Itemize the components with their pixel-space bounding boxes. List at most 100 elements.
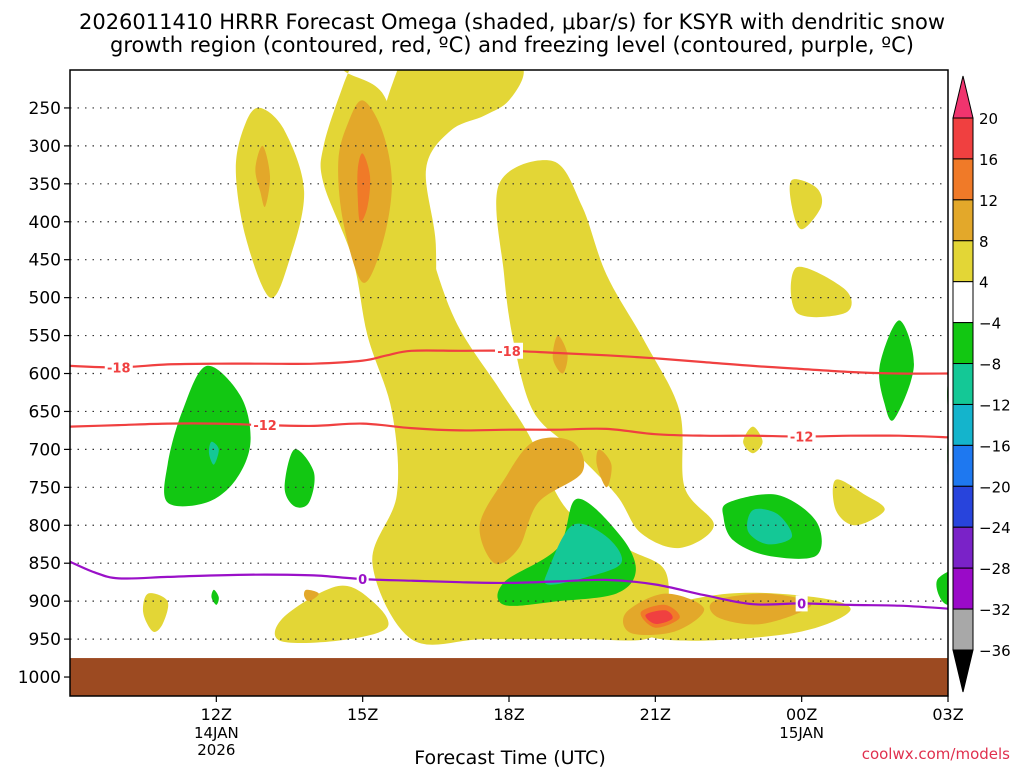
y-tick-label: 950: [29, 630, 61, 650]
x-tick-label: 03Z: [932, 705, 963, 724]
omega-region-5: [143, 593, 169, 632]
contour-line-0: [70, 560, 948, 611]
y-tick-label: 500: [29, 289, 61, 309]
omega-region-3: [235, 107, 305, 299]
y-tick-label: 450: [29, 251, 61, 271]
colorbar-label: −20: [979, 478, 1011, 496]
y-tick-label: 400: [29, 213, 61, 233]
omega-region-27: [879, 320, 914, 421]
omega-region-14: [552, 335, 568, 374]
omega-region-32: [208, 441, 219, 465]
colorbar-swatch: [952, 199, 974, 242]
plot-area: -18 -18 -12 -12 0 0: [70, 70, 948, 696]
omega-region-12: [255, 145, 271, 207]
contour-label--18: -18: [107, 361, 131, 376]
y-tick-label: 1000: [18, 668, 61, 688]
contour-label-bg: [787, 428, 816, 445]
omega-region-15: [596, 449, 612, 488]
y-tick-label: 800: [29, 516, 61, 536]
omega-region-31: [747, 508, 793, 545]
omega-region-30: [544, 523, 623, 585]
colorbar-swatch: [952, 322, 974, 365]
contour-line--12: [70, 422, 948, 439]
contour-label-bg: [495, 342, 523, 359]
contour-label-bg: [251, 417, 280, 434]
y-tick-label: 900: [29, 592, 61, 612]
y-tick-label: 850: [29, 554, 61, 574]
contour-label-bg: [795, 595, 808, 612]
x-tick-label: 00Z: [786, 705, 817, 724]
x-tick-year: 2026: [197, 741, 235, 759]
omega-region-10: [743, 426, 763, 454]
omega-region-21: [645, 610, 673, 624]
y-tick-label: 550: [29, 327, 61, 347]
contour-label-0: 0: [358, 573, 367, 588]
contour-label-bg: [356, 571, 369, 588]
x-tick-label: 21Z: [640, 705, 671, 724]
chart-title-line-1: 2026011410 HRRR Forecast Omega (shaded, …: [79, 10, 945, 34]
colorbar-label: −28: [979, 560, 1011, 578]
colorbar-label: 8: [979, 233, 989, 251]
contour-label--12: -12: [253, 419, 277, 434]
colorbar-bottom-arrow: [952, 649, 974, 693]
x-axis-label: Forecast Time (UTC): [414, 747, 605, 768]
colorbar-label: −16: [979, 437, 1011, 455]
omega-region-22: [164, 365, 251, 507]
colorbar-swatch: [952, 403, 974, 446]
omega-region-19: [357, 153, 371, 222]
colorbar-label: −12: [979, 396, 1011, 414]
colorbar-label: −36: [979, 642, 1011, 660]
colorbar-top-arrow: [952, 75, 974, 119]
x-tick-date: 15JAN: [779, 724, 824, 742]
y-tick-label: 600: [29, 365, 61, 385]
omega-region-28: [936, 571, 948, 605]
x-tick-label: 18Z: [493, 705, 524, 724]
colorbar-label: 16: [979, 151, 998, 169]
y-tick-label: 300: [29, 137, 61, 157]
y-tick-label: 700: [29, 440, 61, 460]
omega-shading: [143, 70, 948, 645]
colorbar-label: 20: [979, 110, 998, 128]
y-tick-label: 350: [29, 175, 61, 195]
pressure-axis: 250 300 350 400 450 500 550 600 650 700 750 800 850 9…: [18, 99, 70, 688]
colorbar-swatch: [952, 608, 974, 651]
temperature-contours: -18 -18 -12 -12 0 0: [70, 342, 948, 612]
credit-link[interactable]: coolwx.com/models: [862, 745, 1010, 763]
colorbar-label: −8: [979, 356, 1001, 374]
omega-colorbar: 20 16 12 8 4 −4 −8 −12 −16 −20 −24 −28 −32 −36: [952, 75, 1011, 693]
chart-title-line-2: growth region (contoured, red, ºC) and f…: [110, 33, 914, 57]
colorbar-swatch: [952, 526, 974, 569]
colorbar-swatch: [952, 567, 974, 610]
omega-region-9: [832, 479, 885, 526]
colorbar-label: −24: [979, 519, 1011, 537]
colorbar-swatch: [952, 485, 974, 528]
contour-label--18: -18: [497, 345, 521, 360]
colorbar-swatch: [952, 117, 974, 160]
y-tick-label: 250: [29, 99, 61, 119]
colorbar-label: 4: [979, 274, 989, 292]
contour-label--12: -12: [790, 430, 814, 445]
colorbar-label: 12: [979, 192, 998, 210]
omega-region-2: [367, 70, 524, 359]
contour-label-bg: [104, 359, 133, 376]
omega-region-8: [790, 266, 852, 318]
omega-region-4: [274, 585, 389, 644]
x-tick-date: 14JAN: [194, 724, 239, 742]
x-tick-label: 15Z: [347, 705, 378, 724]
colorbar-swatch: [952, 281, 974, 324]
omega-region-13: [479, 437, 585, 565]
colorbar-swatch: [952, 240, 974, 283]
y-tick-label: 650: [29, 402, 61, 422]
y-tick-label: 750: [29, 478, 61, 498]
colorbar-label: −4: [979, 315, 1001, 333]
colorbar-swatch: [952, 444, 974, 487]
omega-region-18: [303, 589, 319, 602]
contour-label-0: 0: [797, 597, 806, 612]
x-tick-label: 12Z: [201, 705, 232, 724]
colorbar-label: −32: [979, 601, 1011, 619]
colorbar-swatch: [952, 158, 974, 201]
omega-region-23: [284, 449, 315, 508]
omega-region-7: [789, 179, 823, 230]
